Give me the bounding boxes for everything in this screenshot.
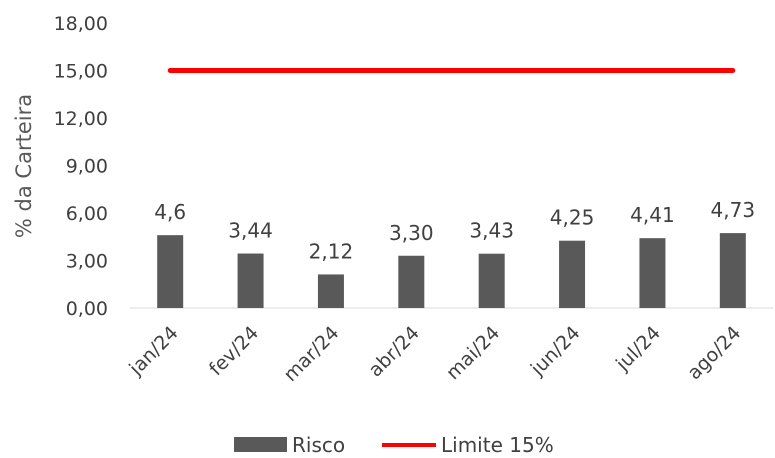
- bar-abr-24: [398, 255, 425, 308]
- bar-mar-24: [317, 274, 344, 308]
- bar-jun-24: [559, 240, 586, 308]
- data-label: 3,43: [469, 219, 514, 243]
- y-axis-title-group: % da Carteira: [12, 94, 36, 238]
- data-label: 2,12: [309, 239, 354, 263]
- bar-ago-24: [719, 233, 746, 308]
- y-tick-label: 3,00: [66, 251, 108, 273]
- x-tick-label: jul/24: [611, 322, 665, 376]
- data-label: 4,6: [154, 200, 186, 224]
- x-tick-label: jun/24: [526, 322, 585, 381]
- y-tick-label: 0,00: [66, 298, 108, 320]
- data-label: 3,44: [228, 219, 273, 243]
- bar-series-risco: [157, 233, 746, 308]
- x-tick-label: fev/24: [205, 322, 263, 380]
- legend: Risco Limite 15%: [234, 433, 554, 457]
- y-tick-labels: 0,00 3,00 6,00 9,00 12,00 15,00 18,00: [54, 13, 108, 320]
- legend-label-risco: Risco: [292, 433, 345, 457]
- x-tick-label: ago/24: [683, 322, 745, 384]
- legend-label-limite: Limite 15%: [441, 433, 554, 457]
- y-tick-label: 15,00: [54, 61, 108, 83]
- x-tick-label: mar/24: [279, 322, 343, 386]
- data-label: 4,73: [711, 198, 756, 222]
- data-label: 4,25: [550, 206, 595, 230]
- data-label: 4,41: [630, 203, 675, 227]
- x-tick-label: mai/24: [442, 322, 504, 384]
- x-tick-label: jan/24: [124, 322, 182, 380]
- bar-jan-24: [157, 235, 184, 308]
- x-tick-labels: jan/24 fev/24 mar/24 abr/24 mai/24 jun/24 jul/…: [124, 322, 745, 386]
- bar-fev-24: [237, 253, 264, 308]
- data-labels: 4,6 3,44 2,12 3,30 3,43 4,25 4,41 4,73: [154, 198, 755, 263]
- x-tick-label: abr/24: [364, 322, 423, 381]
- y-tick-label: 18,00: [54, 13, 108, 35]
- legend-swatch-risco: [234, 437, 287, 452]
- y-tick-label: 6,00: [66, 203, 108, 225]
- y-tick-label: 12,00: [54, 108, 108, 130]
- y-tick-label: 9,00: [66, 156, 108, 178]
- bar-mai-24: [478, 253, 505, 308]
- data-label: 3,30: [389, 221, 434, 245]
- bar-jul-24: [639, 238, 666, 308]
- y-axis-title: % da Carteira: [12, 94, 36, 238]
